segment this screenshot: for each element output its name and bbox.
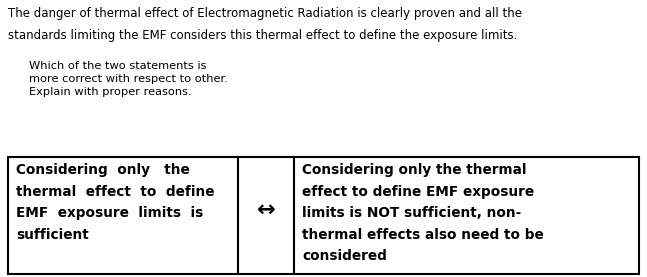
Text: considered: considered (302, 249, 387, 263)
Text: standards limiting the EMF considers this thermal effect to define the exposure : standards limiting the EMF considers thi… (8, 29, 518, 42)
Text: thermal effects also need to be: thermal effects also need to be (302, 228, 544, 242)
Text: limits is NOT sufficient, non-: limits is NOT sufficient, non- (302, 206, 521, 220)
Text: thermal  effect  to  define: thermal effect to define (16, 185, 215, 199)
Text: effect to define EMF exposure: effect to define EMF exposure (302, 185, 534, 199)
Text: Considering only the thermal: Considering only the thermal (302, 163, 527, 178)
Text: Considering  only   the: Considering only the (16, 163, 190, 178)
Text: sufficient: sufficient (16, 228, 89, 242)
Bar (8, 157, 639, 274)
Text: ↔: ↔ (257, 200, 276, 220)
Text: The danger of thermal effect of Electromagnetic Radiation is clearly proven and : The danger of thermal effect of Electrom… (8, 7, 522, 20)
Text: EMF  exposure  limits  is: EMF exposure limits is (16, 206, 203, 220)
Text: Which of the two statements is
more correct with respect to other.
Explain with : Which of the two statements is more corr… (29, 61, 228, 97)
